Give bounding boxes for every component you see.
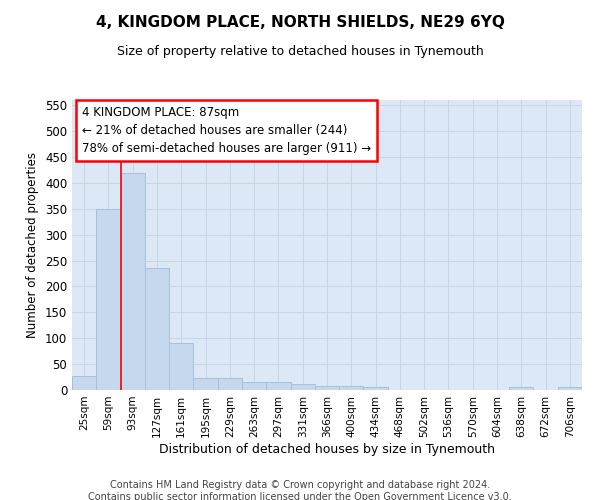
Text: Size of property relative to detached houses in Tynemouth: Size of property relative to detached ho… xyxy=(116,45,484,58)
Bar xyxy=(290,384,315,390)
Bar xyxy=(364,388,388,390)
Bar xyxy=(218,378,242,390)
Bar xyxy=(339,386,364,390)
Bar xyxy=(169,344,193,390)
Bar xyxy=(121,172,145,390)
Bar xyxy=(558,388,582,390)
Bar xyxy=(242,382,266,390)
Text: 4, KINGDOM PLACE, NORTH SHIELDS, NE29 6YQ: 4, KINGDOM PLACE, NORTH SHIELDS, NE29 6Y… xyxy=(95,15,505,30)
Bar xyxy=(509,388,533,390)
Text: Distribution of detached houses by size in Tynemouth: Distribution of detached houses by size … xyxy=(159,442,495,456)
Bar xyxy=(193,378,218,390)
Bar xyxy=(266,382,290,390)
Text: 4 KINGDOM PLACE: 87sqm
← 21% of detached houses are smaller (244)
78% of semi-de: 4 KINGDOM PLACE: 87sqm ← 21% of detached… xyxy=(82,106,371,155)
Bar xyxy=(72,376,96,390)
Y-axis label: Number of detached properties: Number of detached properties xyxy=(26,152,40,338)
Text: Contains public sector information licensed under the Open Government Licence v3: Contains public sector information licen… xyxy=(88,492,512,500)
Bar xyxy=(315,386,339,390)
Bar xyxy=(96,209,121,390)
Text: Contains HM Land Registry data © Crown copyright and database right 2024.: Contains HM Land Registry data © Crown c… xyxy=(110,480,490,490)
Bar xyxy=(145,268,169,390)
